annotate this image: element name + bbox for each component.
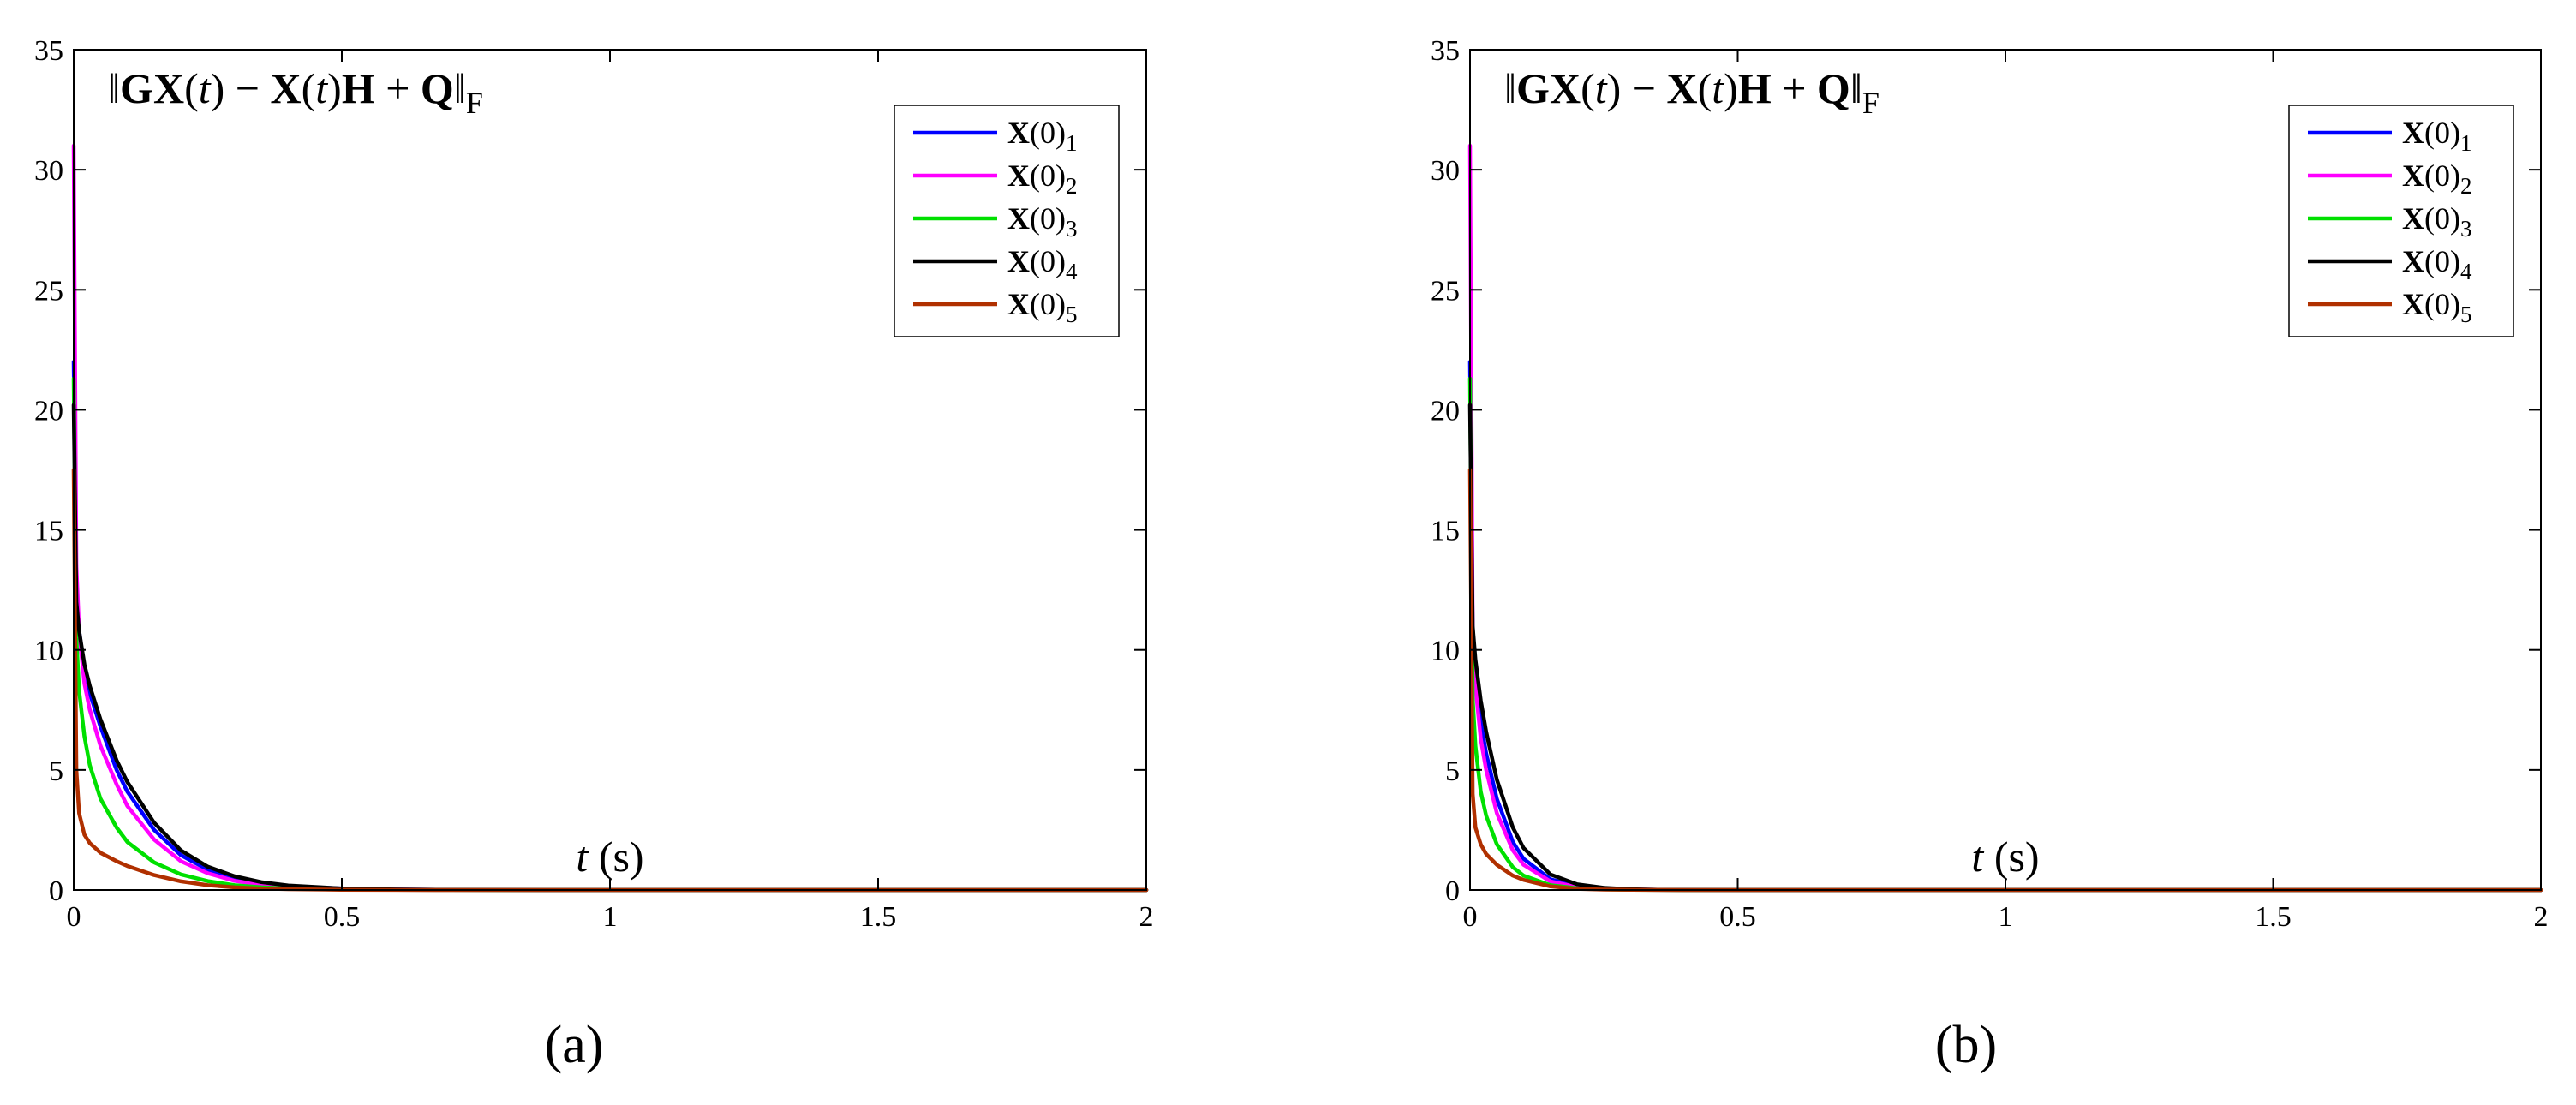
x-tick-label: 1.5 xyxy=(2255,901,2292,933)
y-tick-label: 10 xyxy=(1431,636,1460,667)
legend-label-2: X(0)2 xyxy=(1007,158,1078,199)
legend-label-3: X(0)3 xyxy=(2402,201,2472,242)
y-tick-label: 30 xyxy=(1431,155,1460,187)
y-tick-label: 35 xyxy=(1431,35,1460,67)
y-tick-label: 25 xyxy=(34,275,63,307)
x-tick-label: 0 xyxy=(67,901,81,933)
x-tick-label: 0.5 xyxy=(324,901,361,933)
formula-annotation: ‖GX(t) − X(t)H + Q‖F xyxy=(1504,64,1880,120)
legend-label-3: X(0)3 xyxy=(1007,201,1078,242)
series-line-3 xyxy=(1467,376,2543,893)
x-tick-label: 2 xyxy=(2534,901,2549,933)
y-tick-label: 35 xyxy=(34,35,63,67)
series-line-5 xyxy=(1467,468,2543,893)
y-tick-label: 30 xyxy=(34,155,63,187)
formula-annotation: ‖GX(t) − X(t)H + Q‖F xyxy=(108,64,483,120)
x-tick-label: 1 xyxy=(603,901,618,933)
legend-label-4: X(0)4 xyxy=(2402,244,2472,284)
y-tick-label: 25 xyxy=(1431,275,1460,307)
legend-label-4: X(0)4 xyxy=(1007,244,1078,284)
y-tick-label: 10 xyxy=(34,636,63,667)
x-tick-label: 1.5 xyxy=(860,901,897,933)
y-tick-label: 5 xyxy=(1445,756,1460,787)
y-tick-label: 15 xyxy=(1431,516,1460,547)
x-tick-label: 0.5 xyxy=(1719,901,1756,933)
series-line-5 xyxy=(71,468,1149,893)
series-line-1 xyxy=(71,360,1149,893)
legend-box xyxy=(2288,105,2514,337)
series-line-4 xyxy=(1467,403,2543,893)
y-tick-label: 0 xyxy=(1445,875,1460,907)
legend-label-1: X(0)1 xyxy=(2402,116,2472,156)
series-line-3 xyxy=(71,376,1149,893)
panel-caption: (a) xyxy=(545,1016,604,1074)
legend-label-2: X(0)2 xyxy=(2402,158,2472,199)
panel-caption: (b) xyxy=(1935,1016,1997,1074)
series-line-4 xyxy=(71,403,1149,893)
y-tick-label: 20 xyxy=(1431,395,1460,427)
legend-label-5: X(0)5 xyxy=(1007,287,1078,327)
legend-label-5: X(0)5 xyxy=(2402,287,2472,327)
y-tick-label: 5 xyxy=(49,756,63,787)
x-axis-title: t (s) xyxy=(1971,833,2039,881)
series-line-1 xyxy=(1467,360,2543,893)
legend: X(0)1X(0)2X(0)3X(0)4X(0)5 xyxy=(2288,105,2514,337)
x-axis-title: t (s) xyxy=(576,833,643,881)
legend-label-1: X(0)1 xyxy=(1007,116,1078,156)
y-tick-label: 0 xyxy=(49,875,63,907)
y-tick-label: 20 xyxy=(34,395,63,427)
x-tick-label: 0 xyxy=(1463,901,1478,933)
y-tick-label: 15 xyxy=(34,516,63,547)
legend-box xyxy=(894,105,1120,337)
x-tick-label: 2 xyxy=(1139,901,1154,933)
legend: X(0)1X(0)2X(0)3X(0)4X(0)5 xyxy=(894,105,1120,337)
x-tick-label: 1 xyxy=(1999,901,2013,933)
